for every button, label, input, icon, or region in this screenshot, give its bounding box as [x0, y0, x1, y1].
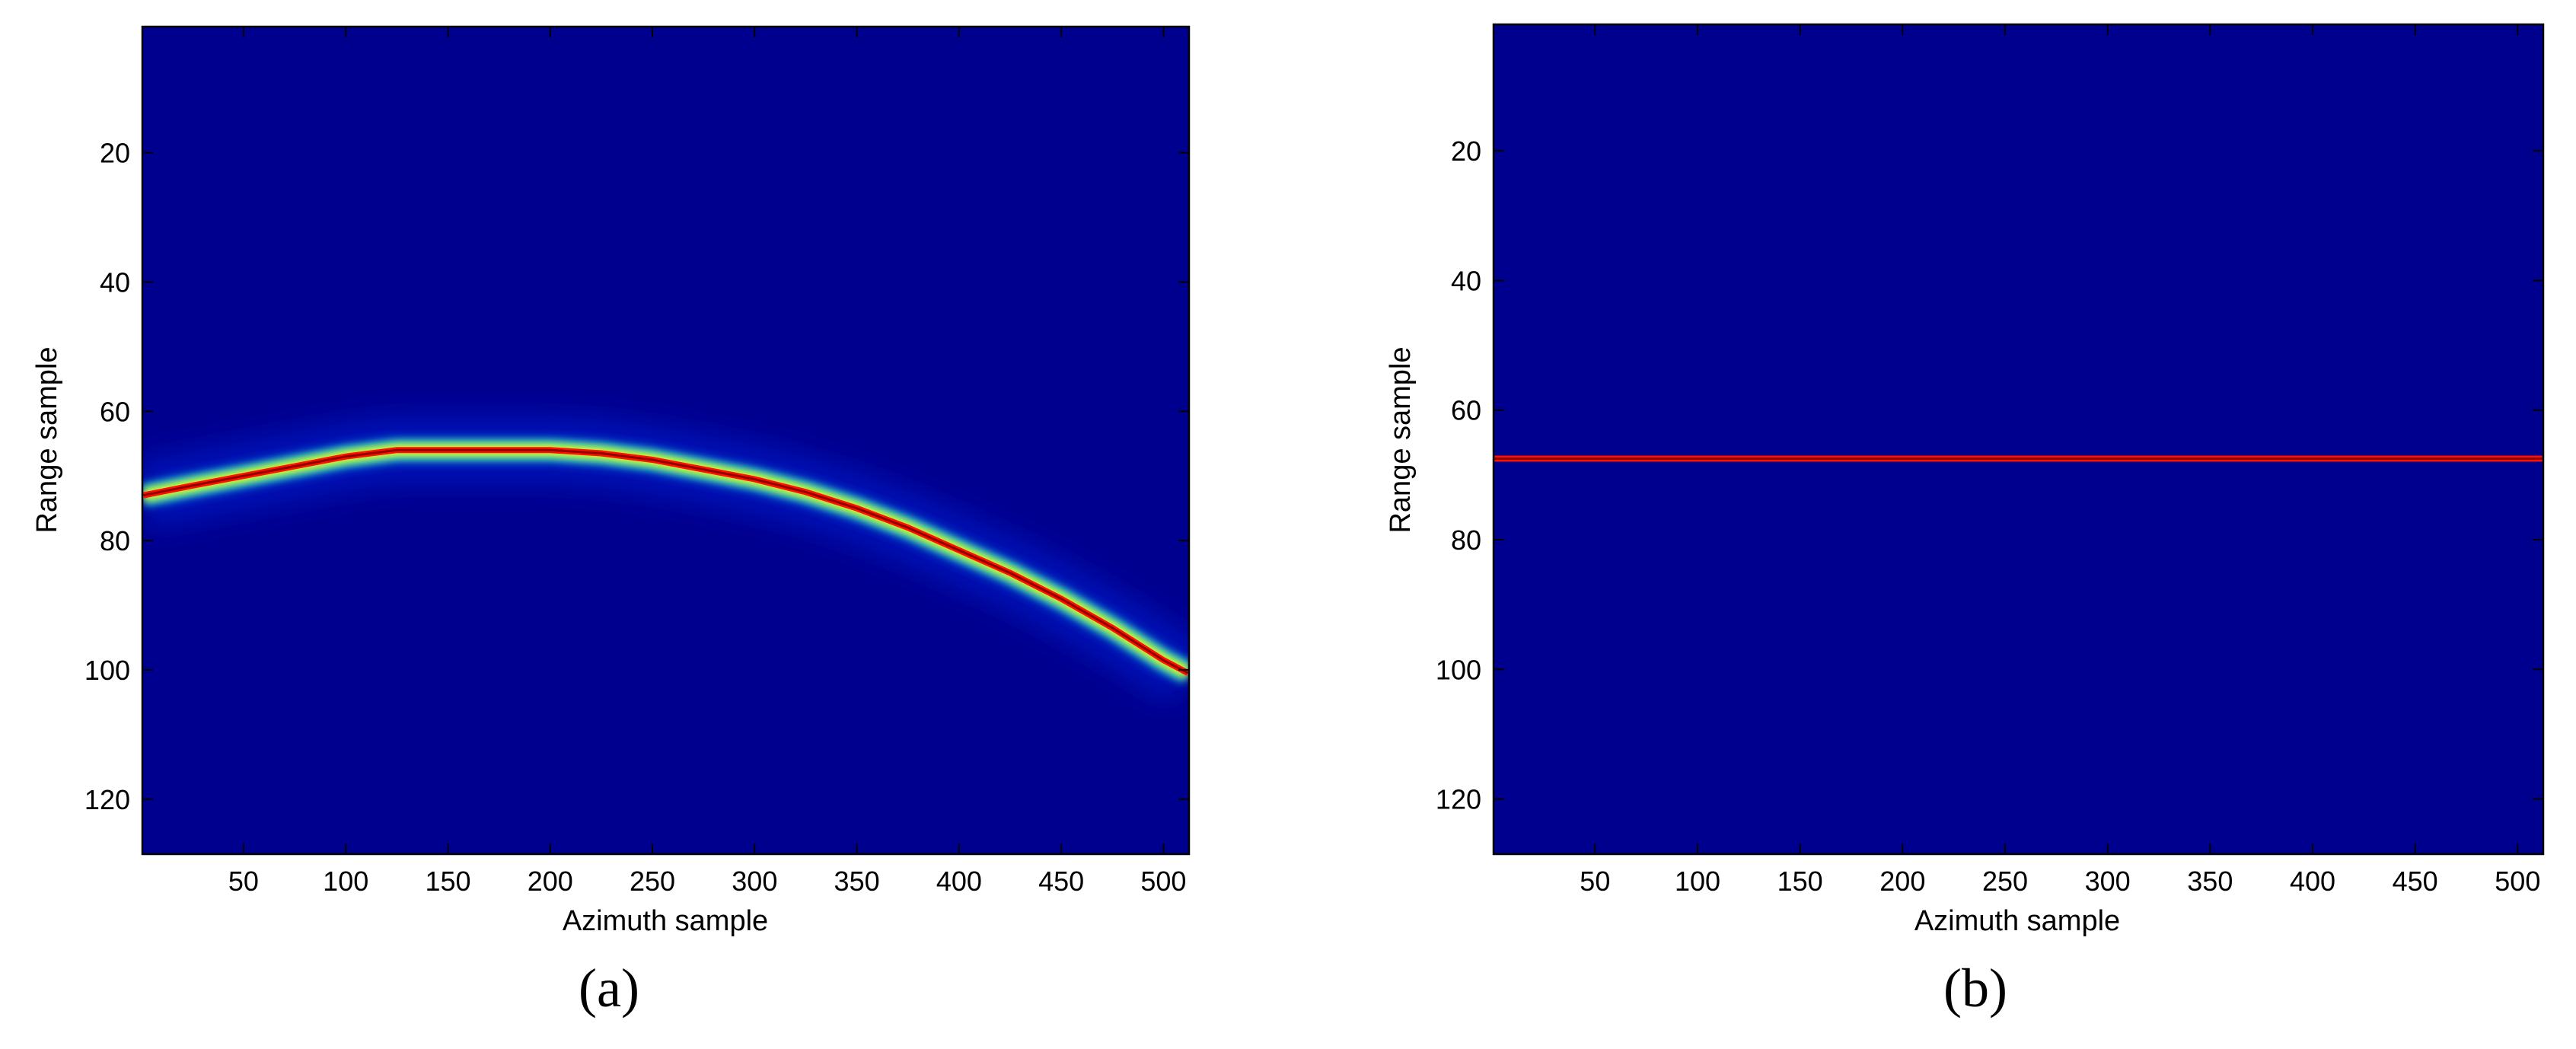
x-tick-label: 500 — [2495, 866, 2540, 897]
x-tick-label: 150 — [1777, 866, 1823, 897]
x-tick-label: 450 — [1038, 866, 1084, 897]
x-tick-label: 100 — [323, 866, 368, 897]
signal-peak-a — [143, 448, 1189, 674]
axes-frame-a — [141, 25, 1191, 856]
x-tick-label: 250 — [1982, 866, 2028, 897]
x-tick-label: 200 — [528, 866, 573, 897]
y-tick-label: 20 — [1451, 136, 1481, 167]
y-tick-label: 80 — [1451, 524, 1481, 556]
chart-panel-b: 50 100 150 200 250 300 350 400 450 500 20 40 60 80 10… — [1385, 23, 2545, 1019]
y-tick-label: 80 — [100, 525, 130, 556]
y-tick-label: 40 — [100, 266, 130, 298]
x-tick-label: 100 — [1675, 866, 1720, 897]
y-tick-label: 100 — [84, 655, 130, 686]
x-tick-label: 300 — [732, 866, 777, 897]
y-tick-label: 60 — [1451, 395, 1481, 426]
x-tick-label: 400 — [936, 866, 982, 897]
x-tick-label: 500 — [1140, 866, 1186, 897]
y-tick-label: 20 — [100, 138, 130, 169]
panel-label-b: (b) — [1943, 958, 2007, 1019]
x-axis-label-a: Azimuth sample — [563, 905, 768, 937]
y-tick-label: 60 — [100, 396, 130, 427]
x-tick-label: 350 — [2187, 866, 2233, 897]
y-tick-label: 120 — [1436, 784, 1481, 815]
y-axis-label-b: Range sample — [1385, 346, 1417, 533]
y-axis-label-a: Range sample — [31, 346, 63, 533]
axes-frame-b — [1492, 23, 2545, 856]
x-tick-label: 50 — [1580, 866, 1610, 897]
x-tick-label: 250 — [630, 866, 675, 897]
panel-label-a: (a) — [579, 958, 639, 1019]
x-tick-label: 50 — [228, 866, 259, 897]
x-tick-label: 450 — [2393, 866, 2438, 897]
x-tick-label: 300 — [2085, 866, 2131, 897]
x-axis-label-b: Azimuth sample — [1914, 905, 2120, 937]
y-tick-label: 40 — [1451, 265, 1481, 296]
chart-panel-a: 50 100 150 200 250 300 350 400 450 500 20 40 60 80 10… — [31, 25, 1191, 1019]
x-tick-label: 400 — [2290, 866, 2335, 897]
y-tick-label: 100 — [1436, 654, 1481, 685]
x-tick-label: 350 — [834, 866, 880, 897]
x-tick-label: 150 — [425, 866, 470, 897]
y-tick-label: 120 — [84, 784, 130, 815]
x-tick-label: 200 — [1879, 866, 1925, 897]
